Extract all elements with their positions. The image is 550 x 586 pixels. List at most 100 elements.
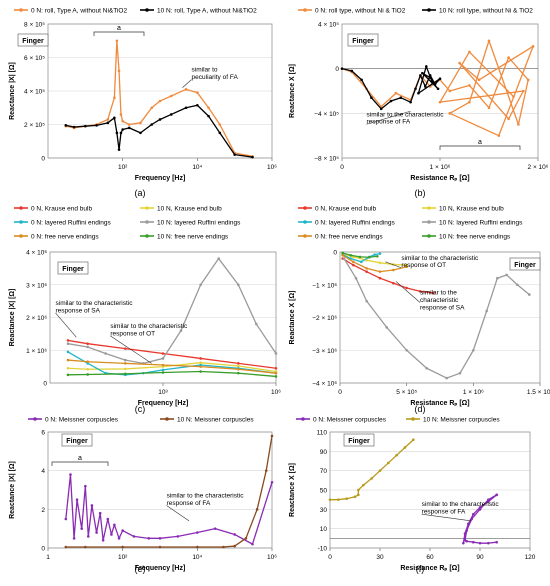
y-tick-label: 90 xyxy=(320,449,328,456)
data-point xyxy=(237,362,240,365)
finger-label: Finger xyxy=(514,262,536,269)
text-line: similar to the characteristic xyxy=(110,323,188,330)
legend-entry: 10 N, Krause end bulb xyxy=(422,206,504,213)
x-tick-label: 1 xyxy=(46,554,50,561)
text-line: response of FA xyxy=(167,500,211,507)
data-point xyxy=(337,498,340,501)
legend-label: 10 N: Meissner corpuscles xyxy=(423,417,500,424)
bracket: a xyxy=(439,139,521,150)
data-point xyxy=(368,255,371,259)
legend-entry: 10 N: layered Ruffini endings xyxy=(422,220,523,227)
data-point xyxy=(468,84,471,87)
legend-marker xyxy=(145,220,149,224)
data-point xyxy=(418,290,422,293)
data-point xyxy=(110,533,113,536)
data-point xyxy=(244,537,248,540)
panel-caption: (b) xyxy=(415,188,426,198)
data-point xyxy=(98,511,102,515)
data-point xyxy=(84,484,87,488)
series-2 xyxy=(64,434,274,549)
data-point xyxy=(353,495,357,499)
data-point xyxy=(357,493,360,497)
legend-label: 10 N: roll, Type A, without Ni&TiO2 xyxy=(157,8,257,15)
data-point xyxy=(106,118,110,121)
series-line xyxy=(67,370,277,378)
data-point xyxy=(119,131,123,135)
annotation-text: similar to the characteristic response of… xyxy=(110,323,188,337)
data-point xyxy=(448,112,452,115)
legend-label: 0 N: layered Ruffini endings xyxy=(315,220,395,227)
data-point xyxy=(199,370,202,373)
x-tick-label: 10⁶ xyxy=(267,554,277,561)
y-tick-label: 6 xyxy=(41,430,45,437)
data-point xyxy=(352,263,355,267)
y-axis-label: Reactance X [Ω] xyxy=(289,463,296,517)
data-point xyxy=(184,88,188,91)
series-2 xyxy=(66,361,278,373)
legend-entry: 0 N: free nerve endings xyxy=(14,234,99,241)
y-tick-label: 50 xyxy=(320,488,328,495)
data-point xyxy=(378,276,382,280)
text-line: similar to the characteristic xyxy=(422,501,500,508)
data-point xyxy=(124,372,127,376)
data-point xyxy=(425,366,428,370)
annotation: similar to the characteristic response of… xyxy=(385,255,479,269)
chart-panel-a: 0 N: roll, Type A, without Ni&TiO2 10 N: … xyxy=(9,8,277,199)
legend-label: 0 N, Krause end bulb xyxy=(31,206,92,213)
data-point xyxy=(218,123,222,126)
legend-marker xyxy=(19,234,23,238)
finger-box-frame xyxy=(17,33,49,47)
legend-entry: 10 N: free nerve endings xyxy=(140,234,229,241)
annotation: similar to the characteristic response of… xyxy=(110,323,188,364)
data-point xyxy=(255,508,259,511)
data-point xyxy=(478,541,482,545)
data-point xyxy=(121,545,124,549)
data-point xyxy=(124,367,127,371)
legend-label: 10 N: layered Ruffini endings xyxy=(157,220,241,227)
x-axis-label: Frequency [Hz] xyxy=(138,400,189,407)
data-point xyxy=(237,367,240,371)
data-point xyxy=(497,134,501,137)
x-tick-label: 10⁶ xyxy=(267,164,277,171)
annotation-pointer xyxy=(166,505,190,522)
finger-label: Finger xyxy=(22,38,44,45)
x-tick-label: 1.5 × 10⁶ xyxy=(527,389,550,396)
annotation: similar to the characteristic response of … xyxy=(395,281,465,311)
data-point xyxy=(218,131,222,135)
plot-frame xyxy=(49,251,277,384)
data-point xyxy=(161,371,165,374)
data-point xyxy=(66,373,70,377)
series-line xyxy=(342,253,407,266)
data-point xyxy=(115,39,119,43)
data-point xyxy=(373,253,376,256)
legend-label: 10 N: free nerve endings xyxy=(157,234,229,241)
data-point xyxy=(274,366,278,370)
data-point xyxy=(528,293,531,296)
data-point xyxy=(86,373,89,376)
legend-label: 0 N: Meissner corpuscles xyxy=(313,417,387,424)
data-point xyxy=(448,89,452,93)
x-tick-label: 10³ xyxy=(158,389,168,396)
data-point xyxy=(104,352,107,355)
data-point xyxy=(274,371,278,375)
data-point xyxy=(417,91,420,95)
plot-frame xyxy=(339,251,541,384)
data-point xyxy=(405,286,408,290)
series-1 xyxy=(64,39,254,158)
data-point xyxy=(184,106,188,110)
finger-label: Finger xyxy=(62,266,84,273)
x-axis-label: Resistance Rₚ [Ω] xyxy=(410,175,469,182)
data-point xyxy=(495,493,498,497)
data-point xyxy=(233,153,236,156)
text-line: response of OT xyxy=(401,262,446,269)
y-tick-label: 10 xyxy=(320,526,328,533)
series-line xyxy=(342,257,434,294)
y-tick-label: 4 × 10⁶ xyxy=(26,250,47,257)
data-point xyxy=(84,124,87,128)
y-axis-label: Reactance |X| [Ω] xyxy=(9,62,16,120)
data-point xyxy=(124,347,127,350)
bracket: a xyxy=(51,455,109,466)
data-point xyxy=(522,89,525,93)
data-point xyxy=(496,276,499,280)
legend-marker xyxy=(303,220,307,224)
